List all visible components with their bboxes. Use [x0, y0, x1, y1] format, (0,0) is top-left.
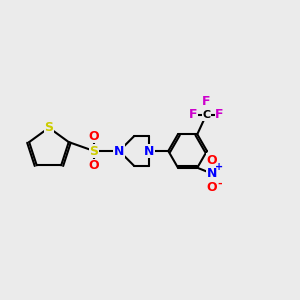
Text: S: S: [89, 145, 98, 158]
Text: N: N: [144, 145, 154, 158]
Text: O: O: [89, 159, 99, 172]
Text: O: O: [207, 154, 218, 167]
Text: F: F: [189, 109, 197, 122]
Text: F: F: [202, 95, 210, 108]
Text: -: -: [217, 179, 222, 189]
Text: N: N: [114, 145, 124, 158]
Text: F: F: [215, 109, 224, 122]
Text: S: S: [44, 121, 53, 134]
Text: C: C: [202, 110, 210, 120]
Text: O: O: [89, 130, 99, 142]
Text: N: N: [207, 167, 217, 180]
Text: O: O: [207, 181, 218, 194]
Text: +: +: [214, 162, 223, 172]
